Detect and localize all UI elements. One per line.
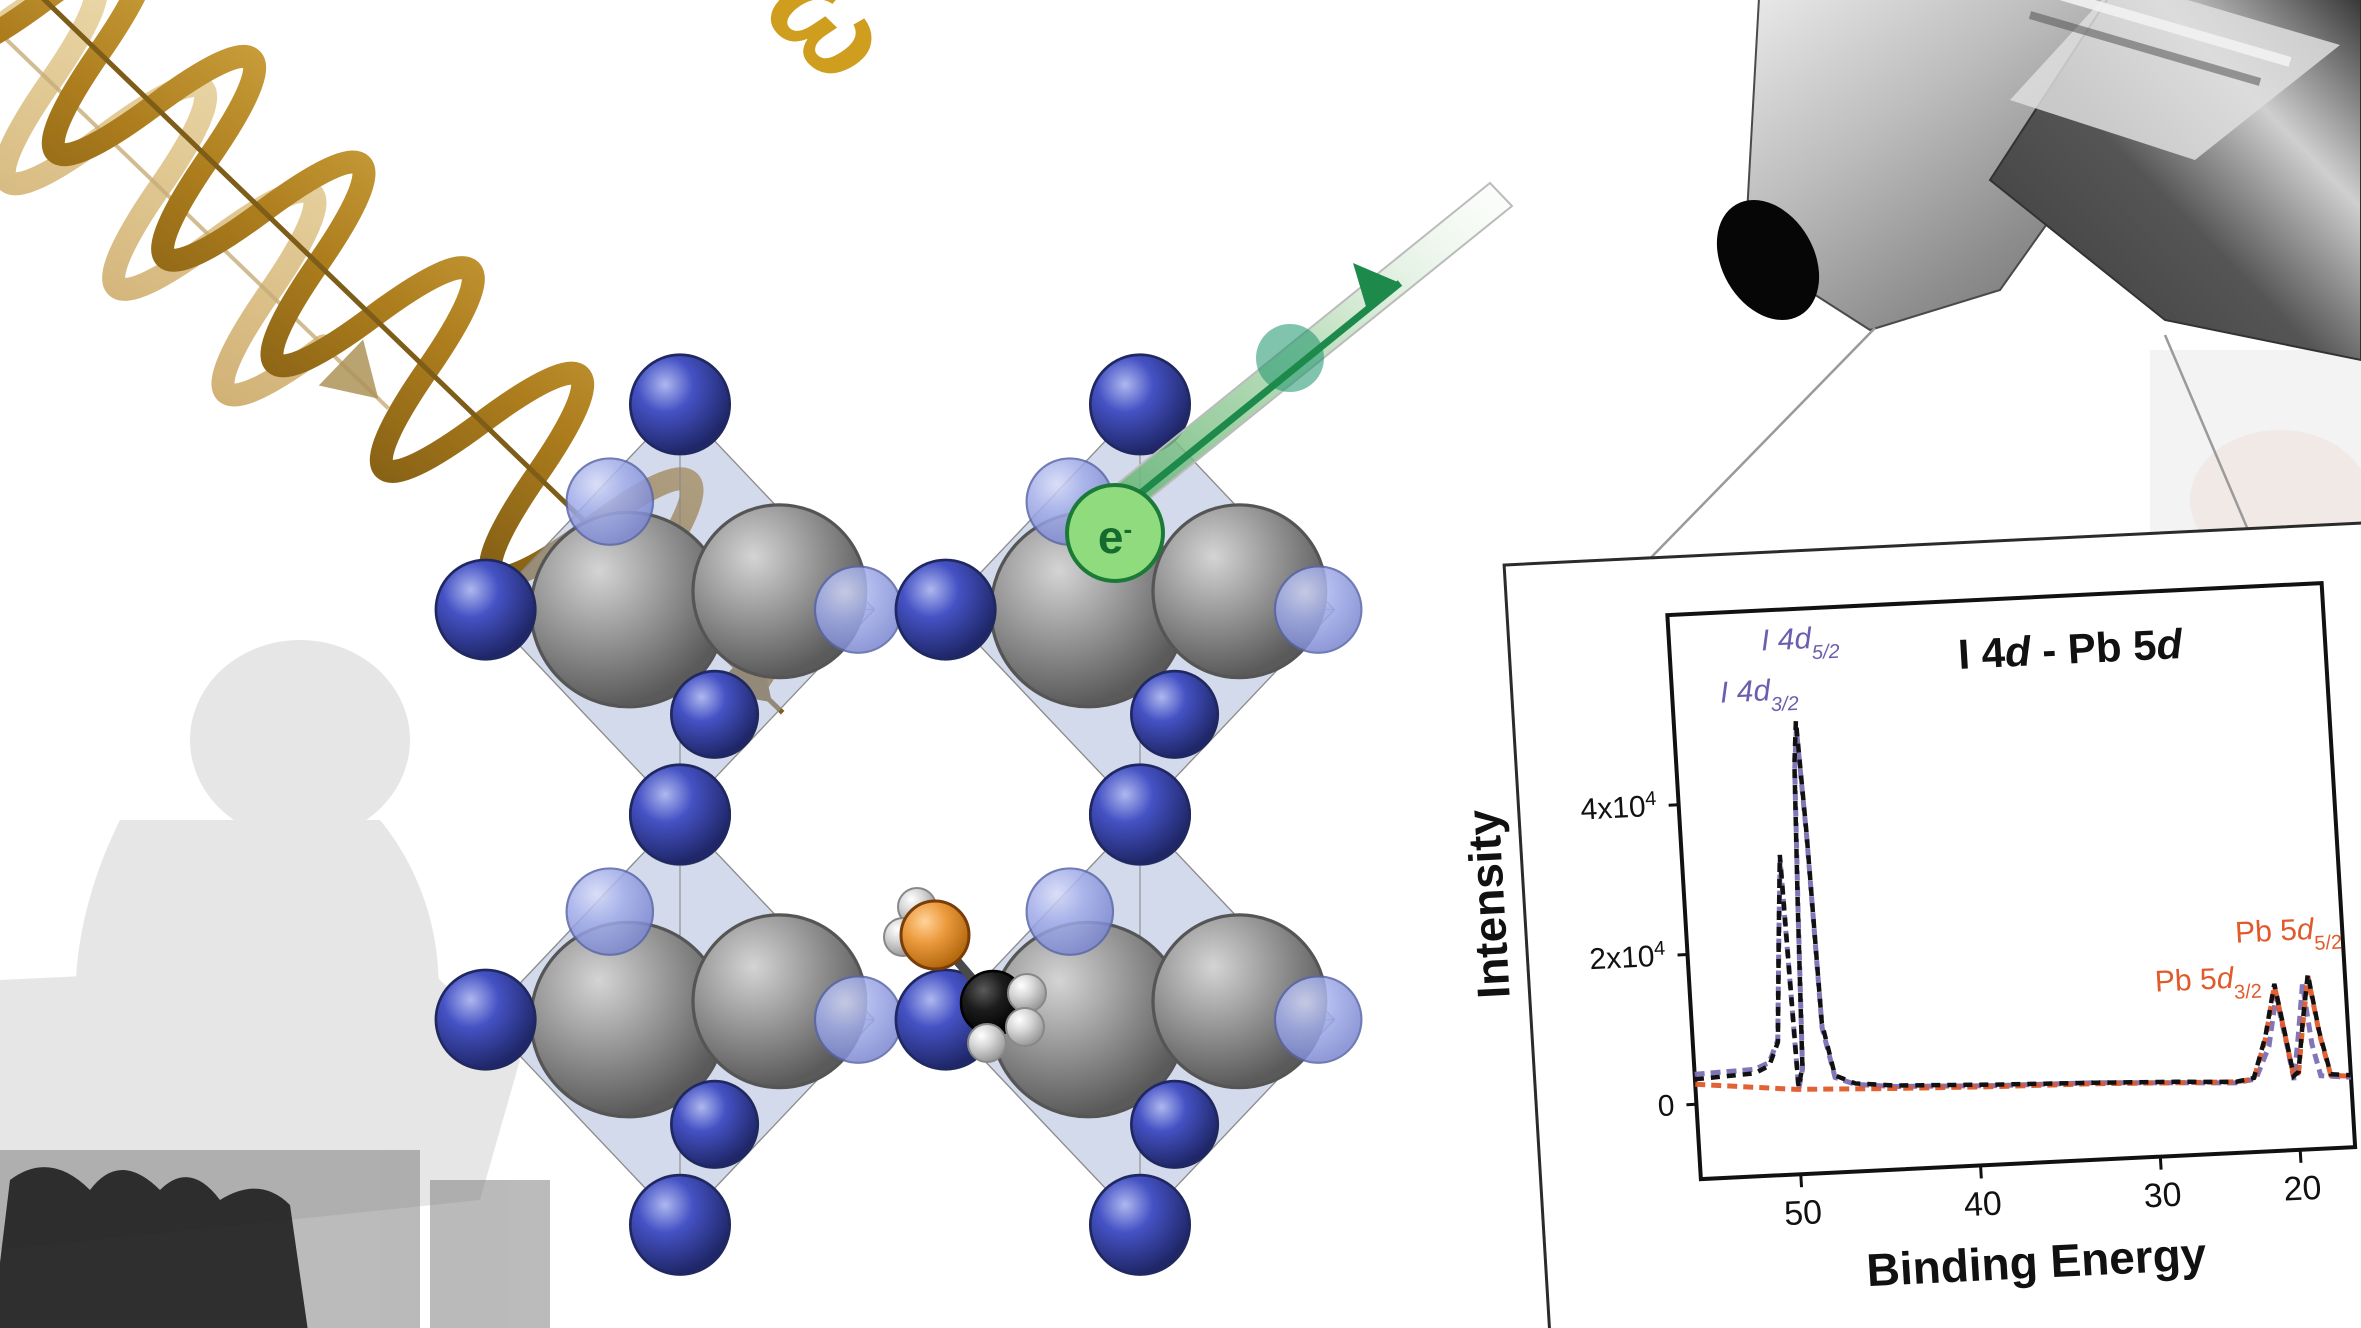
svg-text:40: 40 [1963, 1184, 2003, 1224]
svg-text:20: 20 [2282, 1169, 2322, 1209]
svg-text:4x104: 4x104 [1579, 788, 1657, 827]
svg-text:50: 50 [1783, 1193, 1823, 1233]
svg-text:ω: ω [741, 0, 920, 111]
svg-text:30: 30 [2143, 1176, 2183, 1216]
svg-text:2x104: 2x104 [1588, 938, 1666, 977]
svg-text:0: 0 [1657, 1089, 1676, 1123]
